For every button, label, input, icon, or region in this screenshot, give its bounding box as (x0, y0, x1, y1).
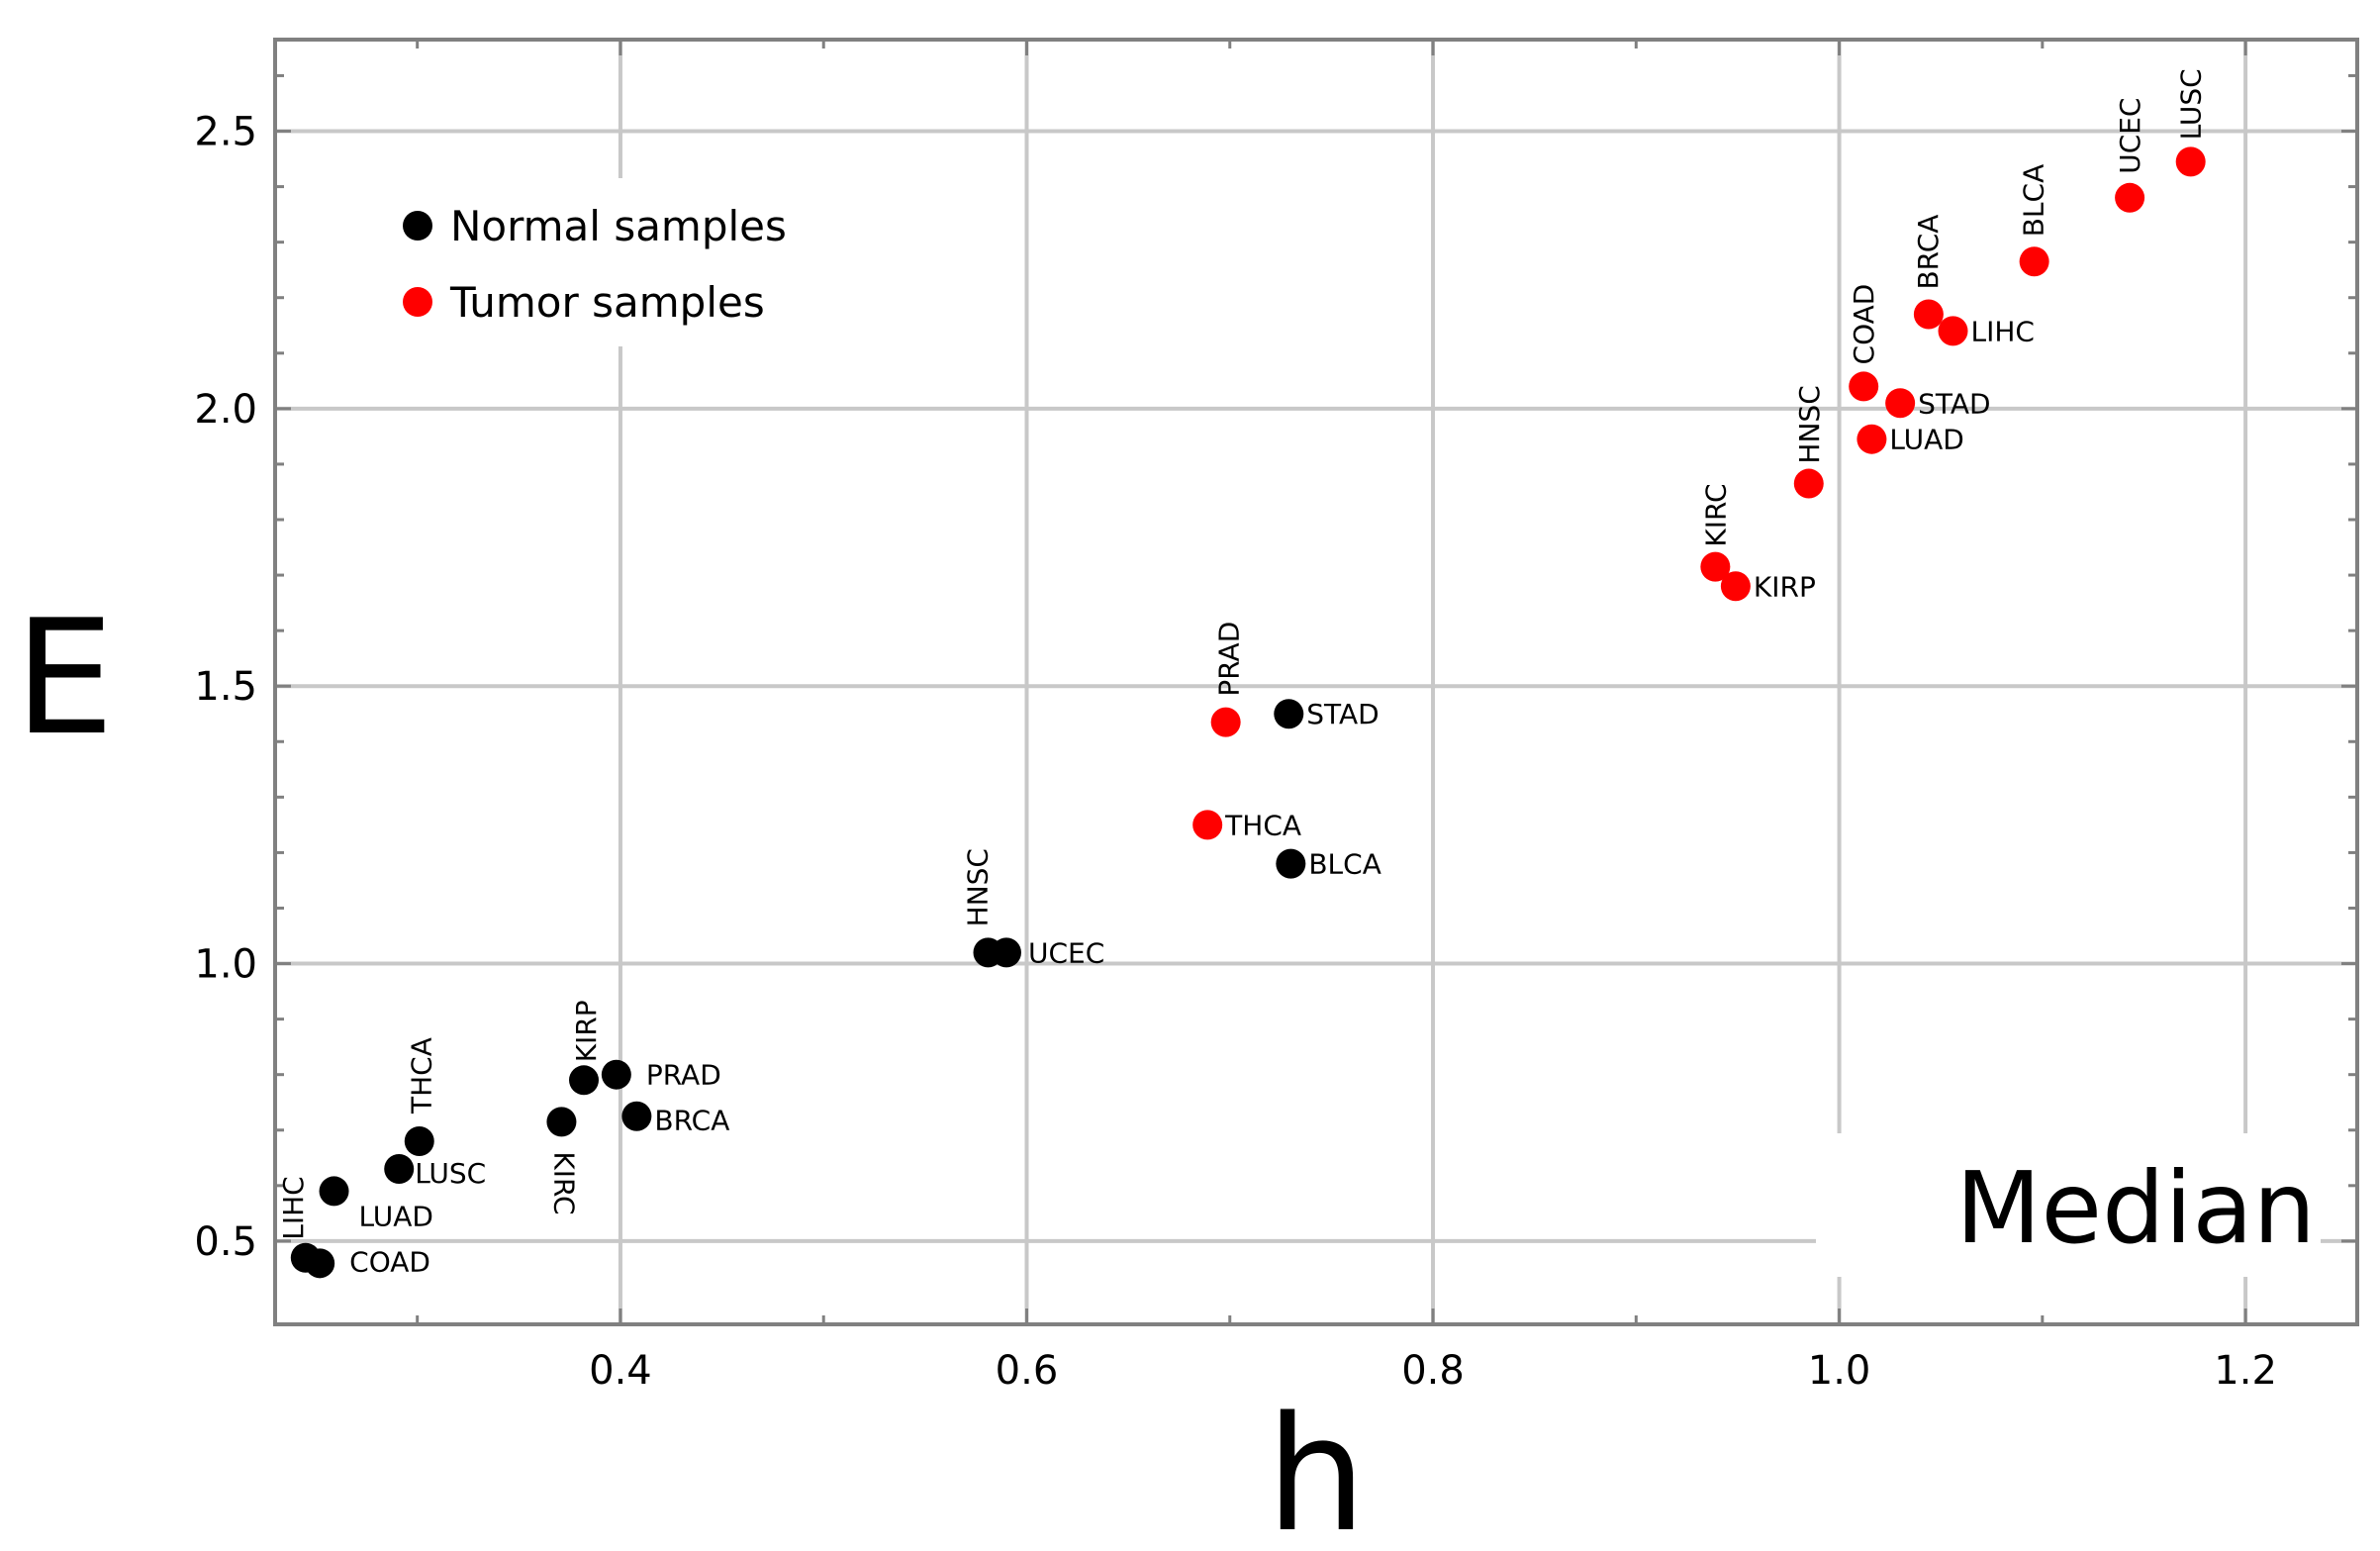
y-tick-label: 2.5 (194, 110, 257, 155)
tumor-point-label-kirc: KIRC (1699, 483, 1732, 546)
legend-label-normal: Normal samples (450, 202, 787, 250)
tumor-point-coad (1849, 371, 1879, 402)
normal-point-kirp (569, 1065, 600, 1096)
x-tick-label: 0.4 (589, 1348, 652, 1394)
tumor-point-label-thca: THCA (1224, 809, 1301, 841)
tumor-point-label-coad: COAD (1848, 284, 1880, 365)
annotation-box (1816, 1133, 2321, 1277)
tumor-point-ucec (2115, 182, 2145, 213)
tumor-point-lihc (1938, 316, 1968, 346)
normal-point-prad (601, 1059, 631, 1090)
normal-point-label-ucec: UCEC (1028, 936, 1104, 969)
normal-point-thca (404, 1125, 434, 1156)
grid-lines (275, 40, 2357, 1324)
x-tick-label: 0.6 (996, 1348, 1059, 1394)
tumor-point-kirc (1700, 551, 1731, 582)
normal-point-label-luad: LUAD (359, 1200, 433, 1232)
y-tick-label: 2.0 (194, 387, 257, 433)
tumor-point-prad (1210, 707, 1241, 737)
tumor-point-brca (1913, 299, 1944, 330)
tumor-point-label-stad: STAD (1918, 387, 1990, 420)
tumor-point-thca (1192, 810, 1223, 840)
normal-point-label-lihc: LIHC (277, 1176, 310, 1239)
normal-point-blca (1276, 848, 1306, 879)
plot-frame (273, 38, 2359, 1326)
normal-point-kirc (546, 1107, 577, 1137)
legend-label-tumor: Tumor samples (449, 278, 765, 327)
normal-point-label-hnsc: HNSC (961, 848, 994, 926)
normal-point-label-thca: THCA (406, 1037, 438, 1115)
normal-point-stad (1274, 699, 1304, 729)
tumor-point-kirp (1720, 571, 1751, 602)
normal-point-coad (305, 1248, 335, 1279)
normal-point-luad (319, 1176, 349, 1207)
normal-point-label-kirc: KIRC (547, 1151, 580, 1214)
tumor-point-label-blca: BLCA (2018, 164, 2050, 238)
tumor-point-label-lusc: LUSC (2175, 68, 2208, 140)
normal-point-label-kirp: KIRP (570, 1000, 603, 1062)
y-tick-label: 1.5 (194, 664, 257, 710)
tumor-point-blca (2019, 246, 2049, 277)
normal-point-brca (621, 1101, 652, 1131)
normal-point-ucec (991, 937, 1021, 968)
x-tick-label: 0.8 (1401, 1348, 1465, 1394)
normal-point-label-stad: STAD (1306, 698, 1379, 730)
legend-marker-normal (403, 211, 432, 241)
tumor-point-label-hnsc: HNSC (1793, 385, 1826, 463)
data-points: LIHC COAD LUAD LUSC THCA KIRC KIRP PRAD BRCA HNSC… (277, 68, 2208, 1279)
normal-point-label-coad: COAD (349, 1245, 430, 1278)
tumor-point-stad (1885, 388, 1916, 419)
tumor-point-label-prad: PRAD (1213, 622, 1246, 697)
tumor-point-luad (1856, 424, 1887, 454)
normal-point-label-lusc: LUSC (415, 1157, 486, 1190)
normal-point-label-brca: BRCA (654, 1105, 729, 1137)
normal-point-label-blca: BLCA (1308, 848, 1381, 881)
x-tick-label: 1.0 (1808, 1348, 1871, 1394)
tumor-point-label-luad: LUAD (1889, 424, 1963, 456)
legend-box (381, 178, 831, 346)
y-axis-title: E (14, 585, 114, 770)
tumor-point-lusc (2175, 146, 2206, 177)
normal-point-lusc (384, 1154, 415, 1185)
x-tick-label: 1.2 (2214, 1348, 2277, 1394)
legend-marker-tumor (403, 287, 432, 317)
tumor-point-label-brca: BRCA (1912, 215, 1945, 290)
y-tick-label: 0.5 (194, 1219, 257, 1265)
y-tick-label: 1.0 (194, 942, 257, 988)
tumor-point-hnsc (1793, 468, 1824, 499)
median-annotation: Median (1955, 1150, 2316, 1266)
tumor-point-label-lihc: LIHC (1971, 315, 2035, 347)
x-axis-title: h (1266, 1382, 1366, 1551)
legend: Normal samples Tumor samples (403, 202, 787, 327)
normal-point-label-prad: PRAD (646, 1059, 721, 1092)
axes: 0.4 0.6 0.8 1.0 1.2 0.5 1.0 1.5 2.0 2.5 (194, 38, 2359, 1394)
tumor-point-label-ucec: UCEC (2114, 98, 2146, 174)
tumor-point-label-kirp: KIRP (1754, 570, 1816, 603)
